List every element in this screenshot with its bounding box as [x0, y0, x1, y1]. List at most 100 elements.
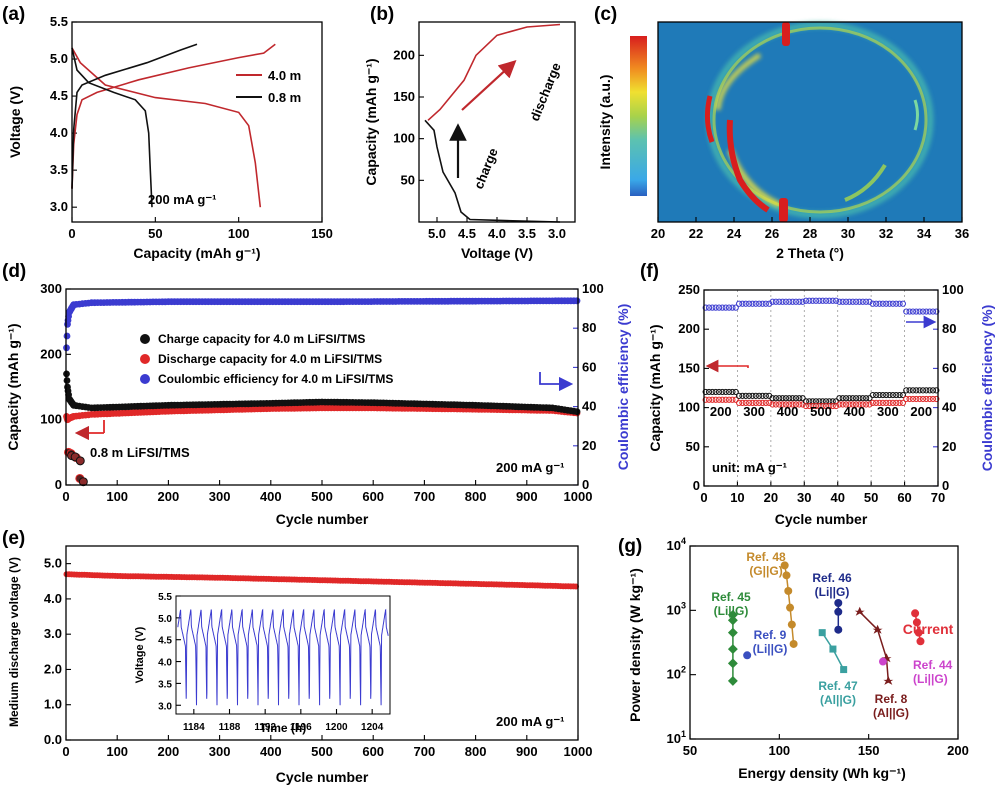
inset-ytick-label: 5.5: [158, 592, 172, 603]
panel-f-label: (f): [640, 261, 659, 282]
panel-f-xtick-label: 10: [730, 490, 744, 505]
f-ce-point: [933, 308, 940, 315]
panel-b-frame: [418, 21, 576, 223]
panel-e-xtick-label: 0: [62, 744, 69, 759]
panel-a-xtick-label: 0: [68, 226, 75, 241]
f-discharge-point: [919, 395, 927, 403]
f-discharge-point: [926, 395, 933, 403]
f-discharge-point: [709, 396, 716, 403]
f-ce-point: [702, 304, 709, 311]
panel-c-xtick-label: 22: [689, 226, 703, 241]
f-ce-point: [883, 300, 890, 307]
inset-ytick-label: 3.0: [158, 701, 172, 712]
f-discharge-point: [769, 401, 776, 408]
panel-d-ytick-label: 200: [40, 346, 62, 361]
f-ce-point: [819, 297, 826, 304]
f-charge-point: [863, 395, 870, 402]
low-conc-label: 0.8 m LiFSI/TMS: [90, 445, 190, 460]
peak-right: [913, 99, 919, 131]
f-ce-point: [786, 298, 793, 305]
panel-g-ytick-label: 103: [667, 600, 686, 617]
panel-g-label: (g): [618, 536, 642, 557]
f-ce-point: [709, 304, 716, 311]
f-discharge-point: [829, 402, 836, 410]
f-discharge-point: [893, 399, 900, 406]
f-charge-point: [866, 395, 873, 402]
f-ce-point: [725, 304, 733, 311]
panel-f-y2-ytick-label: 60: [942, 360, 956, 375]
panel-g-xtick-label: 100: [768, 743, 790, 758]
f-ce-point: [906, 308, 913, 315]
f-charge-point: [762, 392, 769, 399]
panel-d-y2-ytick-label: 20: [582, 438, 596, 453]
panel-f-xtick-label: 30: [797, 490, 811, 505]
f-discharge-point: [846, 401, 853, 408]
f-ce-point: [859, 298, 866, 305]
f-ce-point: [809, 297, 816, 304]
f-discharge-point: [886, 399, 893, 406]
panel-e-ytick-label: 4.0: [44, 591, 62, 606]
panel-c-xtick-label: 32: [879, 226, 893, 241]
panel-a-lines: [71, 43, 276, 208]
inset-ytick-label: 4.0: [158, 658, 172, 669]
panel-d-xtick-label: 800: [465, 489, 487, 504]
panel-d-y2-ytick-label: 60: [582, 359, 596, 374]
f-discharge-point: [772, 401, 779, 408]
f-discharge-point: [719, 396, 726, 403]
panel-d-points: [63, 297, 581, 487]
low-conc-discharge-point: [75, 456, 85, 466]
f-charge-point: [776, 395, 783, 402]
f-discharge-point: [899, 399, 907, 406]
f-discharge-point: [749, 399, 756, 406]
series-2-point: [782, 571, 791, 580]
f-charge-point: [746, 392, 753, 399]
f-charge-point: [849, 395, 856, 402]
f-discharge-point: [856, 401, 863, 408]
f-charge-point: [913, 387, 920, 394]
panel-a-rate-annotation: 200 mA g⁻¹: [148, 192, 217, 207]
series-5-point: [872, 624, 883, 634]
f-ce-point: [846, 298, 853, 305]
legend-ce-marker: [140, 374, 150, 384]
discharge-arrow: [461, 60, 517, 111]
legend-charge-label: Charge capacity for 4.0 m LiFSI/TMS: [158, 332, 365, 346]
f-charge-point: [926, 387, 933, 394]
f-unit-label: unit: mA g⁻¹: [712, 460, 787, 475]
f-discharge-point: [853, 401, 860, 408]
panel-f-ytick-label: 50: [686, 439, 700, 454]
f-charge-point: [846, 395, 853, 402]
f-charge-point: [839, 395, 846, 402]
inset-ytick-label: 5.0: [158, 614, 172, 625]
f-discharge-point: [883, 399, 890, 406]
panel-a-ytick-label: 4.0: [50, 125, 68, 140]
panel-e-ytick-label: 2.0: [44, 661, 62, 676]
f-charge-point: [705, 388, 713, 396]
series-6-label: Ref. 44 (Li||G): [913, 658, 953, 686]
panel-e-xtick-label: 500: [311, 744, 333, 759]
f-ce-point: [796, 298, 803, 305]
f-charge-point: [739, 392, 746, 399]
f-ce-point: [769, 298, 776, 305]
f-charge-point: [859, 395, 866, 402]
f-discharge-point: [896, 399, 903, 406]
f-ce-point: [766, 300, 773, 307]
f-discharge-point: [859, 401, 866, 408]
series-7-point: [916, 637, 925, 646]
panel-b-xlabel: Voltage (V): [461, 245, 533, 261]
f-charge-point: [923, 387, 930, 394]
f-discharge-point: [849, 401, 856, 408]
inset-voltage-curve: [177, 608, 389, 706]
panel-f-frame: [703, 289, 939, 487]
f-discharge-point: [809, 402, 816, 410]
series-1-charge-line: [71, 43, 198, 189]
f-ce-point: [762, 300, 769, 307]
f-discharge-point: [933, 395, 940, 403]
f-ce-point: [792, 298, 800, 305]
panel-f-xtick-label: 40: [830, 490, 844, 505]
f-discharge-point: [779, 401, 786, 408]
panel-f-y2label: Coulombic efficiency (%): [979, 305, 995, 471]
legend-ce-label: Coulombic efficiency for 4.0 m LiFSI/TMS: [158, 372, 393, 386]
panel-f-xtick-label: 70: [931, 490, 945, 505]
series-2-point: [786, 603, 795, 612]
inset-ylabel: Voltage (V): [134, 626, 146, 683]
